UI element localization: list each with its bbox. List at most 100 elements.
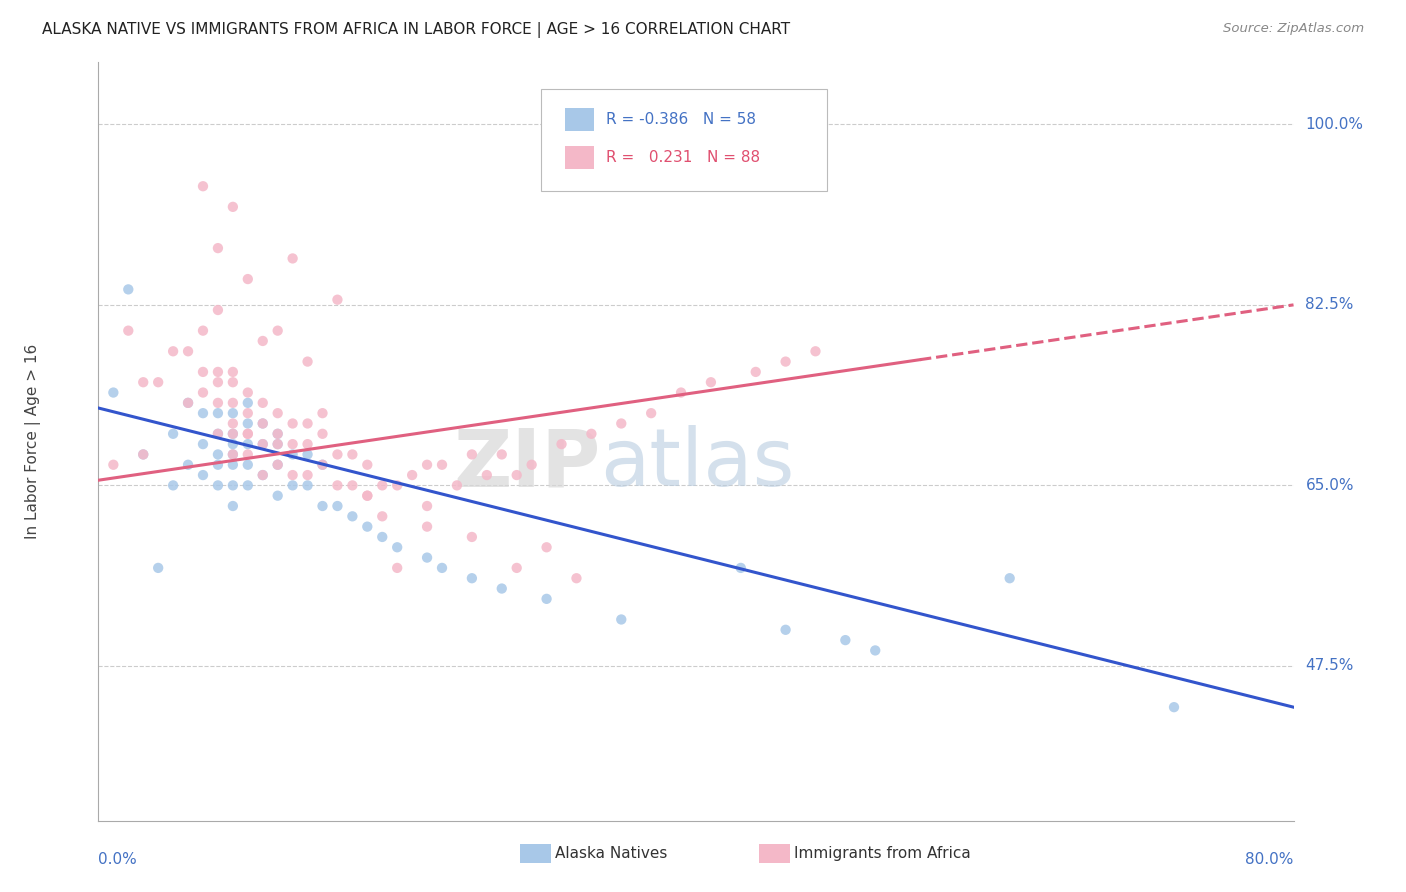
Point xyxy=(222,406,245,420)
Text: In Labor Force | Age > 16: In Labor Force | Age > 16 xyxy=(25,344,41,539)
Point xyxy=(177,458,200,472)
Point xyxy=(461,571,484,585)
Point xyxy=(371,478,394,492)
Point xyxy=(297,354,319,368)
Point xyxy=(132,376,155,390)
Point xyxy=(267,458,290,472)
Point xyxy=(207,241,229,255)
Point xyxy=(311,406,333,420)
Point xyxy=(281,468,304,483)
Point xyxy=(222,200,245,214)
Point xyxy=(356,458,378,472)
Point xyxy=(207,376,229,390)
Point xyxy=(207,426,229,441)
Point xyxy=(191,324,214,338)
Point xyxy=(385,541,409,555)
Point xyxy=(700,376,723,390)
Point xyxy=(207,447,229,461)
Text: 80.0%: 80.0% xyxy=(1246,852,1294,867)
Point xyxy=(162,478,184,492)
Bar xyxy=(565,145,595,169)
Text: R =   0.231   N = 88: R = 0.231 N = 88 xyxy=(606,150,761,165)
Point xyxy=(297,417,319,431)
Point xyxy=(252,334,274,348)
Point xyxy=(371,530,394,544)
Point xyxy=(550,437,572,451)
Point xyxy=(267,437,290,451)
Point xyxy=(236,417,259,431)
Point xyxy=(222,447,245,461)
Point xyxy=(207,426,229,441)
Point xyxy=(385,478,409,492)
Point xyxy=(371,509,394,524)
Point xyxy=(252,437,274,451)
Text: Alaska Natives: Alaska Natives xyxy=(555,847,668,861)
Point xyxy=(222,447,245,461)
Point xyxy=(207,303,229,318)
Point xyxy=(446,478,468,492)
Point xyxy=(311,458,333,472)
Point xyxy=(222,499,245,513)
Point xyxy=(267,406,290,420)
Point xyxy=(281,417,304,431)
Point xyxy=(520,458,543,472)
Point xyxy=(311,458,333,472)
Point xyxy=(267,437,290,451)
Point xyxy=(103,458,125,472)
Point xyxy=(267,489,290,503)
Point xyxy=(236,426,259,441)
Point xyxy=(461,447,484,461)
Point xyxy=(281,447,304,461)
Point xyxy=(207,478,229,492)
Point xyxy=(236,437,259,451)
Point xyxy=(236,385,259,400)
Point xyxy=(416,458,439,472)
Point xyxy=(252,396,274,410)
Point xyxy=(267,426,290,441)
Point xyxy=(236,272,259,286)
Point xyxy=(416,519,439,533)
Point xyxy=(416,499,439,513)
Point xyxy=(430,561,453,575)
Point xyxy=(342,478,364,492)
Point xyxy=(236,396,259,410)
Point xyxy=(236,458,259,472)
Text: ALASKA NATIVE VS IMMIGRANTS FROM AFRICA IN LABOR FORCE | AGE > 16 CORRELATION CH: ALASKA NATIVE VS IMMIGRANTS FROM AFRICA … xyxy=(42,22,790,38)
Point xyxy=(267,324,290,338)
Point xyxy=(491,447,513,461)
Point xyxy=(430,458,453,472)
Point xyxy=(191,365,214,379)
Point xyxy=(356,519,378,533)
Point xyxy=(297,447,319,461)
Point xyxy=(191,406,214,420)
Point xyxy=(222,396,245,410)
Point xyxy=(222,417,245,431)
Point xyxy=(252,468,274,483)
Point xyxy=(207,396,229,410)
Point xyxy=(148,376,170,390)
Point xyxy=(775,354,797,368)
Point xyxy=(207,458,229,472)
Point xyxy=(640,406,662,420)
Point xyxy=(297,468,319,483)
Point xyxy=(236,406,259,420)
Point xyxy=(103,385,125,400)
Text: 82.5%: 82.5% xyxy=(1306,297,1354,312)
Point xyxy=(342,447,364,461)
Text: R = -0.386   N = 58: R = -0.386 N = 58 xyxy=(606,112,756,127)
Point xyxy=(191,179,214,194)
Point xyxy=(132,447,155,461)
Point xyxy=(536,541,558,555)
Point xyxy=(281,437,304,451)
Point xyxy=(385,561,409,575)
Point xyxy=(148,561,170,575)
Point xyxy=(252,468,274,483)
Point xyxy=(610,612,633,626)
Point xyxy=(222,478,245,492)
Point xyxy=(356,489,378,503)
Point xyxy=(207,365,229,379)
Point xyxy=(117,324,139,338)
Point xyxy=(491,582,513,596)
Point xyxy=(865,643,887,657)
Point xyxy=(191,437,214,451)
